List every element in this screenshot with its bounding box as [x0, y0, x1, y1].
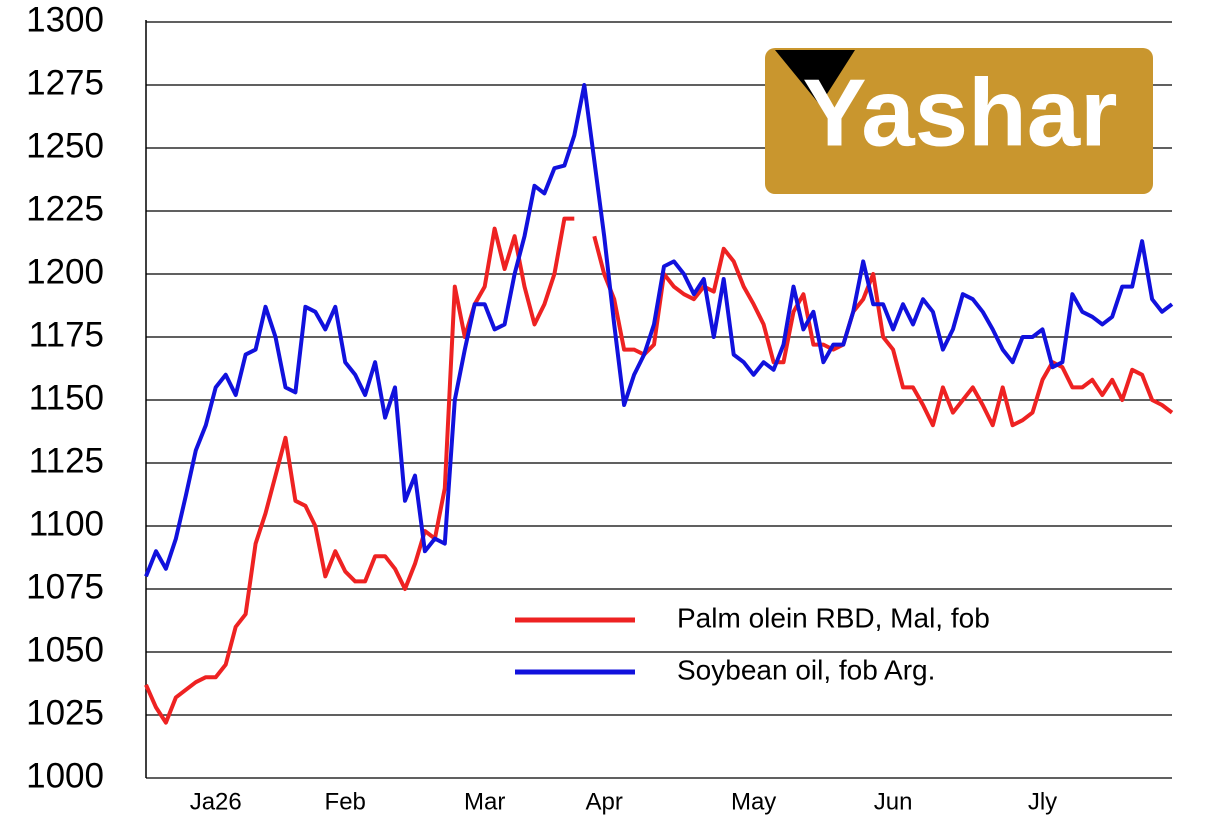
x-tick-label: Feb: [325, 788, 366, 815]
x-tick-label: Ja26: [190, 788, 242, 815]
x-tick-label: Jly: [1028, 788, 1057, 815]
y-tick-label: 1225: [26, 189, 104, 228]
y-tick-label: 1200: [26, 252, 104, 291]
y-tick-label: 1175: [29, 315, 104, 354]
y-tick-label: 1300: [26, 0, 104, 39]
y-tick-label: 1250: [26, 126, 104, 165]
plot-area: 1000 1025 1050 1075 1100 1125 1150 1175 1200 1225…: [26, 0, 1174, 815]
logo-text: Yashar: [803, 59, 1118, 166]
y-tick-label: 1075: [26, 567, 104, 606]
y-tick-label: 1100: [29, 504, 104, 543]
legend-label: Palm olein RBD, Mal, fob: [677, 602, 990, 633]
x-tick-label: May: [731, 788, 776, 815]
y-tick-label: 1125: [29, 441, 104, 480]
legend-label: Soybean oil, fob Arg.: [677, 654, 935, 685]
series-line: [144, 216, 1174, 725]
x-tick-label: Apr: [586, 788, 623, 815]
y-tick-label: 1050: [26, 630, 104, 669]
y-tick-label: 1275: [26, 63, 104, 102]
logo: Yashar: [765, 48, 1153, 194]
logo-mark: [775, 50, 855, 105]
x-tick-label: Mar: [464, 788, 505, 815]
y-tick-label: 1000: [26, 756, 104, 795]
x-tick-label: Jun: [874, 788, 913, 815]
y-tick-label: 1025: [26, 693, 104, 732]
logo-badge: [765, 48, 1153, 194]
y-tick-label: 1150: [29, 378, 104, 417]
series-line: [144, 83, 1174, 578]
legend: Palm olein RBD, Mal, fob Soybean oil, fob…: [515, 602, 990, 685]
